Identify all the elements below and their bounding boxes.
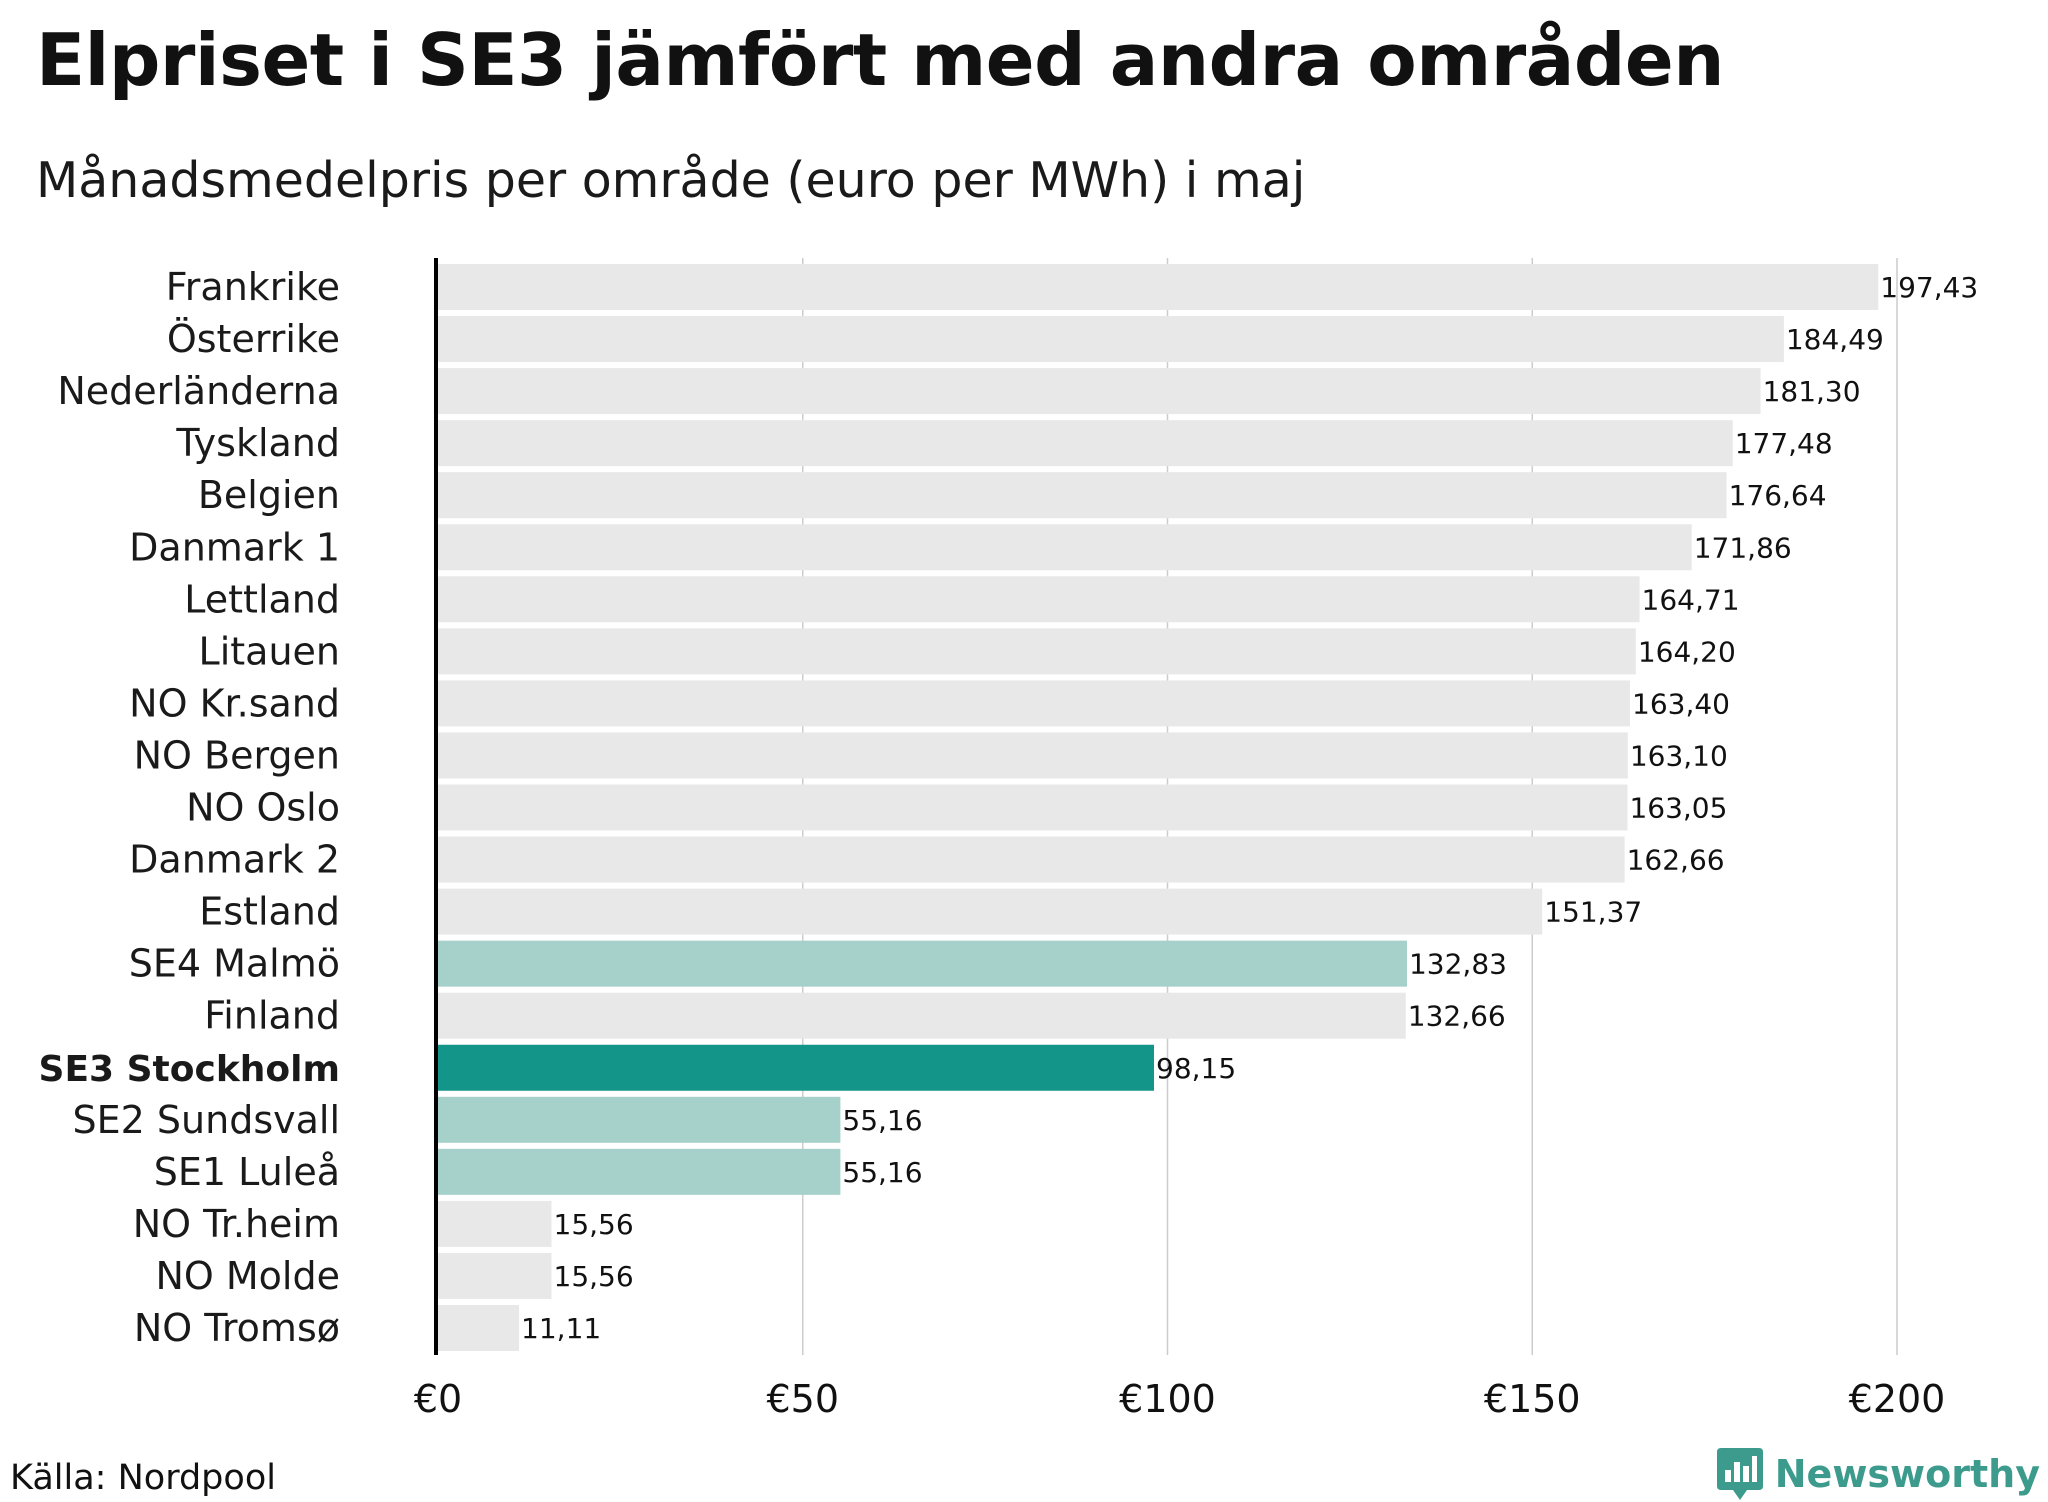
bar bbox=[438, 368, 1761, 415]
bar bbox=[438, 1096, 841, 1143]
category-label: NO Molde bbox=[155, 1254, 340, 1298]
category-label: Nederländerna bbox=[57, 369, 340, 413]
brand-name: Newsworthy bbox=[1774, 1452, 2040, 1496]
data-label: 162,66 bbox=[1627, 844, 1725, 877]
data-label: 132,66 bbox=[1408, 1000, 1506, 1033]
bar bbox=[438, 264, 1879, 310]
bar bbox=[438, 1305, 520, 1351]
category-label: Frankrike bbox=[166, 265, 340, 309]
source-note: Källa: Nordpool bbox=[10, 1458, 276, 1498]
bar bbox=[438, 524, 1692, 571]
data-label: 163,05 bbox=[1629, 792, 1727, 825]
data-label: 177,48 bbox=[1735, 427, 1833, 460]
brand-logo: Newsworthy bbox=[1715, 1446, 2040, 1502]
data-label: 164,71 bbox=[1642, 583, 1740, 616]
chart-title: Elpriset i SE3 jämfört med andra områden bbox=[36, 18, 1725, 102]
bar bbox=[438, 472, 1727, 519]
data-label: 164,20 bbox=[1638, 635, 1736, 668]
category-label: SE1 Luleå bbox=[154, 1150, 340, 1194]
data-label: 55,16 bbox=[842, 1156, 922, 1189]
bar bbox=[438, 316, 1784, 363]
data-label: 163,10 bbox=[1630, 739, 1728, 772]
category-label: Danmark 1 bbox=[129, 525, 340, 569]
category-label: NO Kr.sand bbox=[129, 681, 340, 725]
category-label: SE3 Stockholm bbox=[39, 1049, 340, 1090]
newsworthy-logo-icon bbox=[1716, 1448, 1763, 1500]
category-labels: Frankrike Österrike Nederländerna Tyskland B… bbox=[39, 265, 340, 1350]
bar bbox=[438, 1148, 841, 1195]
x-tick-label: €50 bbox=[766, 1377, 839, 1421]
x-tick-label: €200 bbox=[1849, 1377, 1946, 1421]
data-label: 151,37 bbox=[1544, 896, 1642, 929]
data-label: 98,15 bbox=[1156, 1052, 1236, 1085]
bar bbox=[438, 680, 1631, 727]
data-label: 55,16 bbox=[842, 1104, 922, 1137]
data-label: 176,64 bbox=[1729, 479, 1827, 512]
category-label: SE2 Sundsvall bbox=[73, 1098, 340, 1142]
bar bbox=[438, 732, 1628, 779]
data-label: 171,86 bbox=[1694, 531, 1792, 564]
category-label: Tyskland bbox=[175, 421, 340, 465]
category-label: NO Tromsø bbox=[134, 1306, 340, 1350]
bar bbox=[438, 784, 1628, 831]
category-label: Danmark 2 bbox=[129, 838, 340, 882]
data-label: 15,56 bbox=[554, 1260, 634, 1293]
bars bbox=[438, 264, 1879, 1351]
bar-chart: Frankrike Österrike Nederländerna Tyskland B… bbox=[39, 258, 1978, 1421]
bar bbox=[438, 1044, 1155, 1091]
data-label: 181,30 bbox=[1763, 375, 1861, 408]
x-tick-label: €100 bbox=[1119, 1377, 1216, 1421]
data-label: 132,83 bbox=[1409, 948, 1507, 981]
bar bbox=[438, 1252, 552, 1299]
category-label: Finland bbox=[204, 994, 340, 1038]
category-label: NO Oslo bbox=[186, 786, 340, 830]
category-label: NO Bergen bbox=[134, 733, 340, 777]
x-tick-label: €0 bbox=[414, 1377, 462, 1421]
category-label: Belgien bbox=[198, 473, 340, 517]
bar bbox=[438, 940, 1407, 987]
bar bbox=[438, 992, 1406, 1039]
bar bbox=[438, 1200, 552, 1247]
x-axis-ticks: €0 €50 €100 €150 €200 bbox=[414, 1377, 1946, 1421]
data-label: 15,56 bbox=[554, 1208, 634, 1241]
category-label: Estland bbox=[199, 890, 340, 934]
chart-subtitle: Månadsmedelpris per område (euro per MWh… bbox=[36, 152, 1306, 209]
category-label: Lettland bbox=[184, 577, 340, 621]
data-label: 197,43 bbox=[1880, 271, 1978, 304]
category-label: NO Tr.heim bbox=[133, 1202, 340, 1246]
category-label: SE4 Malmö bbox=[129, 942, 340, 986]
bar bbox=[438, 576, 1640, 623]
category-label: Österrike bbox=[167, 317, 340, 361]
data-label: 184,49 bbox=[1786, 323, 1884, 356]
data-label: 163,40 bbox=[1632, 687, 1730, 720]
x-tick-label: €150 bbox=[1484, 1377, 1581, 1421]
value-labels: 197,43 184,49 181,30 177,48 176,64 171,86 164,… bbox=[521, 271, 1978, 1345]
bar bbox=[438, 888, 1543, 935]
data-label: 11,11 bbox=[521, 1312, 601, 1345]
bar bbox=[438, 420, 1733, 467]
category-label: Litauen bbox=[199, 629, 340, 673]
bar bbox=[438, 836, 1625, 883]
bar bbox=[438, 628, 1636, 675]
